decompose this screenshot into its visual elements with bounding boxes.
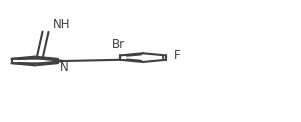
Text: Br: Br: [112, 38, 125, 51]
Text: F: F: [173, 49, 180, 62]
Text: NH: NH: [53, 18, 70, 30]
Text: N: N: [60, 61, 69, 74]
